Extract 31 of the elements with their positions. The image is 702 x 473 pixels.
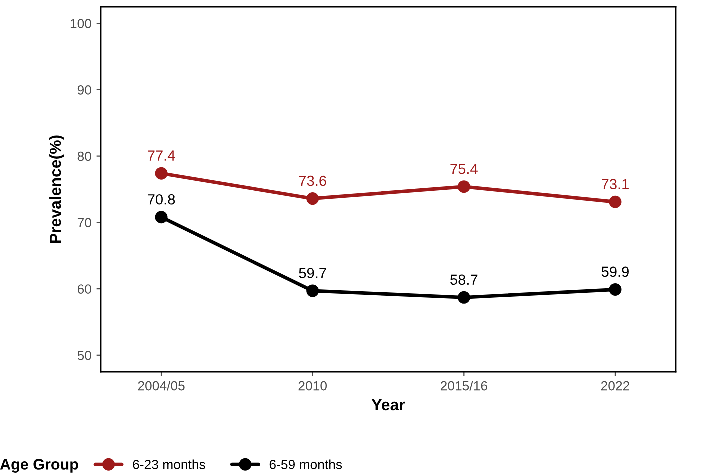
point — [609, 196, 622, 208]
point — [458, 180, 470, 194]
y-tick-label: 100 — [70, 19, 92, 28]
y-tick-label: 80 — [78, 152, 92, 162]
x-tick-label: 2015/16 — [440, 381, 488, 391]
data-label: 59.9 — [602, 266, 629, 278]
data-label: 58.7 — [450, 274, 478, 286]
x-axis-title: Year — [372, 399, 406, 411]
y-tick-label: 60 — [78, 284, 92, 294]
data-label: 73.6 — [299, 176, 326, 186]
x-tick-label: 2022 — [601, 381, 630, 391]
point — [306, 284, 320, 298]
y-axis-title: Prevalence(%) — [50, 136, 64, 244]
y-tick-label: 50 — [78, 350, 92, 360]
legend-label: 6-59 months — [270, 460, 342, 470]
x-tick-label: 2004/05 — [138, 381, 185, 391]
legend-title: Age Group — [0, 459, 78, 473]
point — [458, 291, 470, 304]
data-label: 77.4 — [148, 150, 176, 161]
data-label: 59.7 — [299, 268, 326, 278]
y-tick-label: 90 — [78, 86, 92, 95]
y-tick-label: 70 — [78, 218, 92, 228]
point — [609, 283, 622, 296]
data-label: 73.1 — [602, 179, 629, 190]
data-label: 70.8 — [148, 194, 176, 205]
point — [306, 192, 320, 206]
point — [155, 167, 168, 180]
point — [155, 211, 168, 224]
x-tick-label: 2010 — [298, 381, 328, 391]
legend-label: 6-23 months — [133, 460, 206, 470]
data-label: 75.4 — [450, 164, 478, 174]
